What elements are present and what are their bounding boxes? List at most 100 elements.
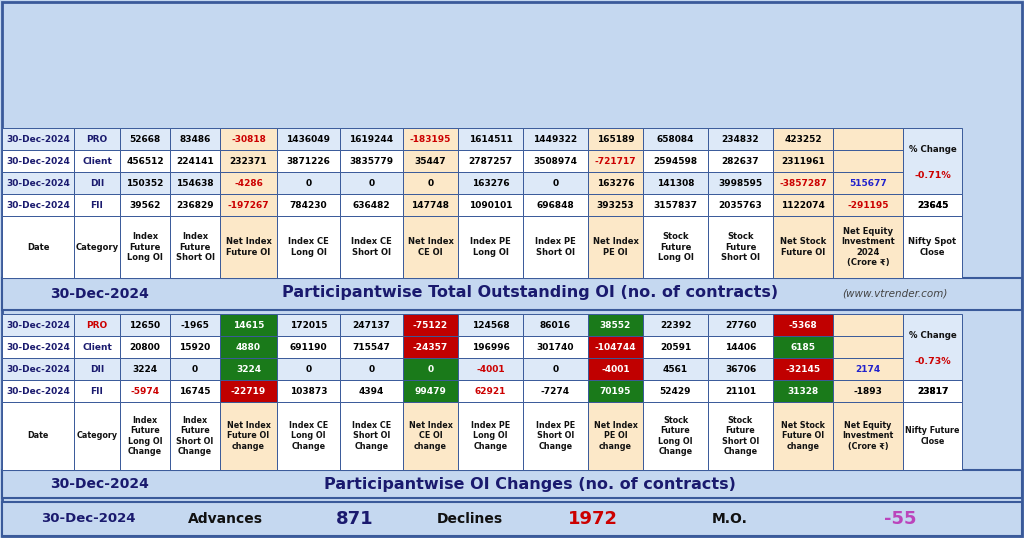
Text: 3224: 3224: [132, 365, 158, 373]
Bar: [340, 380, 403, 402]
Text: Index PE
Short OI
Change: Index PE Short OI Change: [536, 421, 575, 451]
Bar: [74, 128, 120, 150]
Bar: [833, 402, 903, 470]
Bar: [903, 380, 962, 402]
Bar: [2, 380, 74, 402]
Bar: [170, 358, 220, 380]
Text: Index
Future
Long OI
Change: Index Future Long OI Change: [128, 416, 163, 456]
Text: 20800: 20800: [130, 343, 161, 351]
Text: 2787257: 2787257: [468, 157, 513, 166]
Text: 3157837: 3157837: [653, 201, 697, 209]
Bar: [74, 172, 120, 194]
Bar: [773, 336, 833, 358]
Bar: [523, 336, 588, 358]
Text: Index PE
Short OI: Index PE Short OI: [536, 237, 575, 257]
Bar: [903, 402, 962, 470]
Bar: [643, 194, 708, 216]
Text: M.O.: M.O.: [712, 512, 748, 526]
Text: FII: FII: [90, 201, 103, 209]
Bar: [170, 314, 220, 336]
Bar: [220, 128, 278, 150]
Bar: [643, 172, 708, 194]
Bar: [2, 358, 74, 380]
Text: Stock
Future
Long OI
Change: Stock Future Long OI Change: [658, 416, 693, 456]
Text: Client: Client: [82, 343, 112, 351]
Bar: [523, 358, 588, 380]
Bar: [708, 336, 773, 358]
Bar: [278, 150, 340, 172]
Bar: [278, 128, 340, 150]
Text: 515677: 515677: [849, 179, 887, 188]
Text: 150352: 150352: [126, 179, 164, 188]
Bar: [833, 216, 903, 278]
Text: -22719: -22719: [230, 386, 266, 395]
Bar: [588, 380, 643, 402]
Bar: [903, 216, 962, 278]
Text: Declines: Declines: [437, 512, 503, 526]
Text: Stock
Future
Short OI
Change: Stock Future Short OI Change: [722, 416, 759, 456]
Text: 30-Dec-2024: 30-Dec-2024: [6, 365, 70, 373]
Bar: [340, 336, 403, 358]
Text: 6185: 6185: [791, 343, 815, 351]
Bar: [708, 150, 773, 172]
Text: 2594598: 2594598: [653, 157, 697, 166]
Text: Net Index
PE OI
change: Net Index PE OI change: [594, 421, 637, 451]
Text: 163276: 163276: [472, 179, 509, 188]
Text: 1614511: 1614511: [469, 134, 512, 144]
Text: 14406: 14406: [725, 343, 756, 351]
Bar: [2, 470, 1022, 498]
Text: -30818: -30818: [231, 134, 266, 144]
Bar: [588, 172, 643, 194]
Bar: [643, 150, 708, 172]
Text: 696848: 696848: [537, 201, 574, 209]
Bar: [833, 314, 903, 336]
Text: 1619244: 1619244: [349, 134, 393, 144]
Text: Net Index
PE OI: Net Index PE OI: [593, 237, 638, 257]
Bar: [403, 336, 458, 358]
Bar: [170, 194, 220, 216]
Text: 30-Dec-2024: 30-Dec-2024: [6, 321, 70, 329]
Bar: [708, 172, 773, 194]
Bar: [170, 128, 220, 150]
Text: 393253: 393253: [597, 201, 634, 209]
Bar: [340, 402, 403, 470]
Bar: [588, 358, 643, 380]
Bar: [220, 358, 278, 380]
Text: 35447: 35447: [415, 157, 446, 166]
Bar: [170, 150, 220, 172]
Bar: [340, 358, 403, 380]
Bar: [523, 380, 588, 402]
Bar: [120, 150, 170, 172]
Text: -197267: -197267: [227, 201, 269, 209]
Bar: [708, 216, 773, 278]
Text: 52429: 52429: [659, 386, 691, 395]
Text: 163276: 163276: [597, 179, 634, 188]
Text: -4001: -4001: [476, 365, 505, 373]
Bar: [2, 128, 74, 150]
Bar: [170, 172, 220, 194]
Text: -1893: -1893: [854, 386, 883, 395]
Text: 3835779: 3835779: [349, 157, 393, 166]
Text: -7274: -7274: [541, 386, 570, 395]
Bar: [120, 314, 170, 336]
Bar: [833, 336, 903, 358]
Text: -104744: -104744: [595, 343, 636, 351]
Bar: [120, 358, 170, 380]
Text: Net Index
Future OI: Net Index Future OI: [225, 237, 271, 257]
Text: 3998595: 3998595: [719, 179, 763, 188]
Bar: [2, 402, 74, 470]
Text: 423252: 423252: [784, 134, 822, 144]
Bar: [708, 314, 773, 336]
Bar: [278, 314, 340, 336]
Text: 2311961: 2311961: [781, 157, 825, 166]
Text: 23645: 23645: [916, 201, 948, 209]
Text: -183195: -183195: [410, 134, 452, 144]
Bar: [458, 380, 523, 402]
Bar: [588, 194, 643, 216]
Bar: [773, 150, 833, 172]
Text: 636482: 636482: [352, 201, 390, 209]
Bar: [458, 150, 523, 172]
Bar: [120, 380, 170, 402]
Text: 196996: 196996: [472, 343, 509, 351]
Bar: [220, 336, 278, 358]
